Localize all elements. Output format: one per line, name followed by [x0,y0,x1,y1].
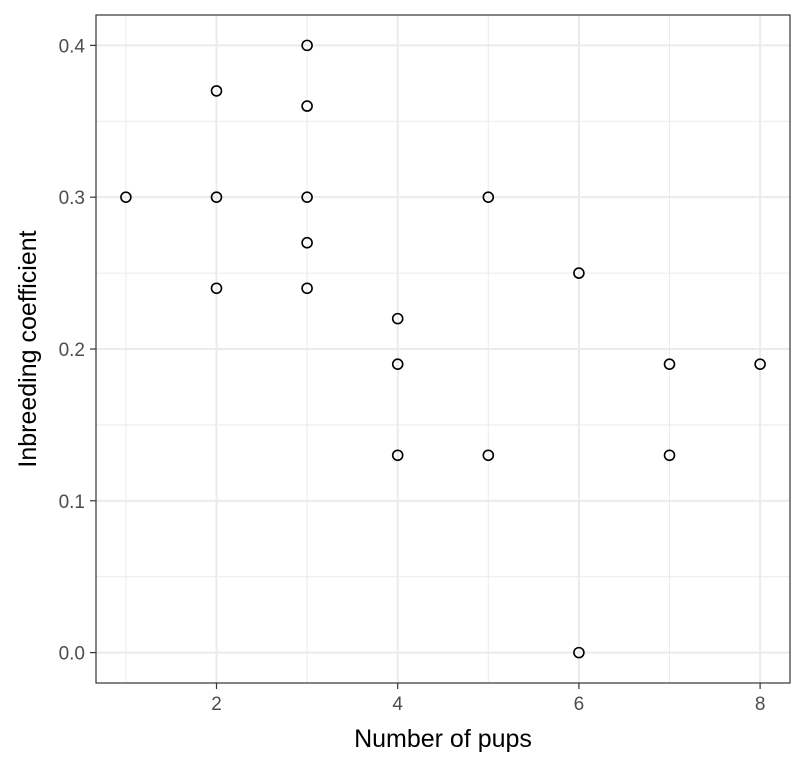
data-point [301,236,313,249]
y-tick-label: 0.0 [59,644,85,665]
data-point [301,39,313,52]
data-point [573,267,585,279]
data-point [663,449,676,462]
data-point [573,646,585,659]
y-tick-label: 0.2 [59,340,85,361]
y-axis-title: Inbreeding coefficient [14,230,42,467]
data-point [210,191,223,203]
data-points [120,39,766,659]
x-tick-label: 4 [392,694,403,715]
x-tick-label: 8 [755,694,766,715]
data-point [301,191,313,203]
y-tick-label: 0.3 [59,188,85,209]
data-point [210,85,223,97]
data-point [391,449,404,462]
y-tick-label: 0.1 [59,492,85,513]
data-point [754,358,766,370]
data-point [301,282,313,295]
x-tick-label: 6 [574,694,585,715]
data-point [663,358,676,370]
y-tick-label: 0.4 [59,36,86,57]
data-point [391,358,404,370]
y-axis: 0.0 0.1 0.2 0.3 0.4 [59,36,96,665]
data-point [120,191,132,203]
x-axis-title: Number of pups [354,725,532,753]
data-point [301,100,313,112]
data-point [482,449,495,462]
data-point [391,312,404,325]
x-axis: 2 4 6 8 [211,683,765,715]
data-point [210,282,223,295]
data-point [482,191,495,203]
x-tick-label: 2 [211,694,222,715]
